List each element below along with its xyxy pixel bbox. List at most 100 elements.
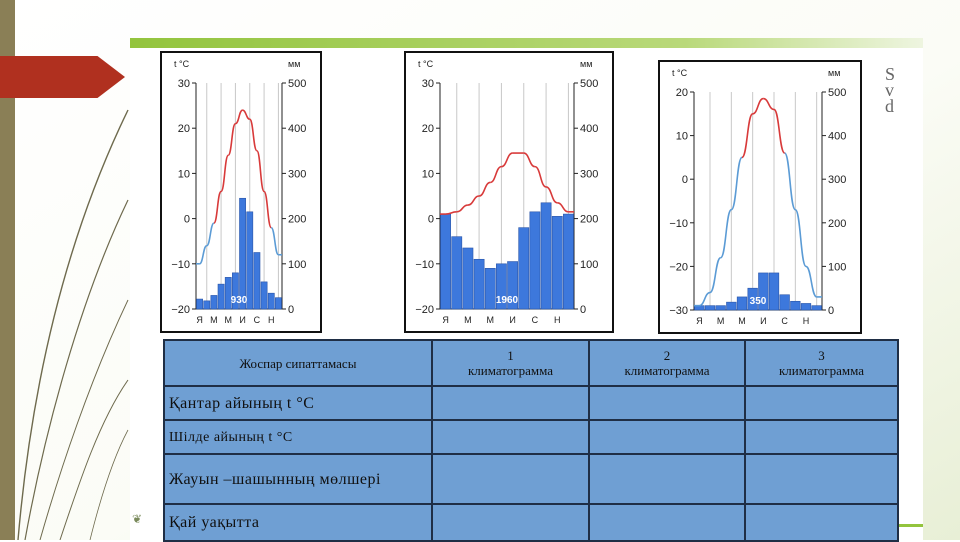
header-number: 2 <box>663 348 671 363</box>
answer-cell[interactable] <box>431 385 590 421</box>
precipitation-bar <box>704 305 716 311</box>
temperature-line <box>199 244 208 265</box>
precipitation-bar <box>726 301 737 311</box>
temperature-line <box>699 291 711 307</box>
month-label: М <box>717 316 725 326</box>
precipitation-bar <box>518 227 530 310</box>
right-tick-label: 300 <box>288 168 306 180</box>
temperature-line <box>763 97 775 111</box>
answer-cell[interactable] <box>431 419 590 455</box>
header-climatogram-3: 3 климатограмма <box>744 339 899 387</box>
left-tick-label: 0 <box>682 174 688 186</box>
month-label: С <box>254 315 261 325</box>
answer-cell[interactable] <box>588 419 746 455</box>
answer-cell[interactable] <box>744 453 899 505</box>
left-tick-label: 0 <box>428 214 434 226</box>
left-tick-label: 10 <box>178 168 190 180</box>
left-axis-label: t °C <box>418 59 434 69</box>
month-label: М <box>225 315 233 325</box>
temperature-line <box>478 181 491 197</box>
month-label: М <box>210 315 218 325</box>
right-axis-label: мм <box>288 59 300 69</box>
temperature-line <box>501 152 513 168</box>
left-tick-label: 20 <box>178 123 190 135</box>
climate-comparison-table: Жоспар сипаттамасы 1 климатограмма 2 клима… <box>163 339 899 542</box>
precipitation-bar <box>790 300 801 311</box>
total-precipitation-label: 1960 <box>496 295 519 306</box>
right-tick-label: 400 <box>288 123 306 135</box>
left-axis-label: t °C <box>672 68 688 78</box>
temperature-line <box>752 97 764 115</box>
right-tick-label: 100 <box>288 259 306 271</box>
temperature-line <box>270 226 280 256</box>
temperature-line <box>741 113 754 159</box>
answer-cell[interactable] <box>744 385 899 421</box>
left-axis-label: t °C <box>174 59 190 69</box>
answer-cell[interactable] <box>588 453 746 505</box>
right-tick-label: 400 <box>828 131 846 143</box>
answer-cell[interactable] <box>588 385 746 421</box>
precipitation-bar <box>196 298 203 310</box>
temperature-line <box>719 208 733 259</box>
left-tick-label: 10 <box>676 131 688 143</box>
right-tick-label: 200 <box>828 218 846 230</box>
month-label: С <box>532 315 539 325</box>
precipitation-bar <box>758 272 769 311</box>
left-tick-label: −10 <box>669 218 688 230</box>
title-accent-bar <box>130 38 923 48</box>
answer-cell[interactable] <box>431 453 590 505</box>
temperature-line <box>730 156 743 211</box>
temperature-line <box>227 122 237 157</box>
left-tick-label: −30 <box>669 305 688 317</box>
month-label: С <box>781 316 788 326</box>
answer-cell[interactable] <box>431 503 590 542</box>
temperature-line <box>805 265 818 298</box>
row-label-precipitation: Жауын –шашынның мөлшері <box>163 453 433 505</box>
temperature-line <box>220 154 230 193</box>
answer-cell[interactable] <box>744 419 899 455</box>
right-tick-label: 100 <box>580 259 598 271</box>
answer-cell[interactable] <box>588 503 746 542</box>
temperature-line <box>489 165 502 184</box>
right-axis-label: мм <box>580 59 592 69</box>
row-label-january-temp: Қантар айының t °С <box>163 385 433 421</box>
precipitation-bar <box>484 268 496 310</box>
right-tick-label: 500 <box>580 78 598 90</box>
temperature-line <box>534 165 547 188</box>
temperature-line <box>242 109 250 120</box>
answer-cell[interactable] <box>744 503 899 542</box>
temperature-line <box>213 190 222 224</box>
ornament-icon: ❦ <box>132 512 143 526</box>
precipitation-bar <box>496 263 507 310</box>
temperature-line <box>248 118 258 152</box>
precipitation-bar <box>715 305 726 311</box>
temperature-line <box>773 108 786 154</box>
left-tick-label: −10 <box>415 259 434 271</box>
header-climatogram-2: 2 климатограмма <box>588 339 746 387</box>
temperature-line <box>205 222 215 247</box>
month-label: Н <box>268 315 275 325</box>
precipitation-bar <box>253 252 261 310</box>
row-label-season: Қай уақытта <box>163 503 433 542</box>
right-tick-label: 0 <box>288 304 294 316</box>
header-text: климатограмма <box>624 363 710 378</box>
precipitation-bar <box>275 297 282 310</box>
temperature-line <box>235 109 243 125</box>
temperature-line <box>523 152 536 168</box>
precipitation-bar <box>239 197 246 310</box>
month-label: Я <box>196 315 203 325</box>
precipitation-bar <box>203 300 211 310</box>
precipitation-bar <box>540 202 552 310</box>
temperature-line <box>256 150 265 193</box>
left-tick-label: 10 <box>422 168 434 180</box>
temperature-line <box>557 201 569 213</box>
precipitation-bar <box>563 213 574 310</box>
climatogram-2: 30 20 10 0 −10 −20 500 400 300 200 100 0 t °C мм 1960 Я… <box>404 51 614 333</box>
month-label: Я <box>442 315 449 325</box>
right-tick-label: 300 <box>828 174 846 186</box>
month-label: И <box>760 316 766 326</box>
precipitation-bar <box>440 213 451 310</box>
